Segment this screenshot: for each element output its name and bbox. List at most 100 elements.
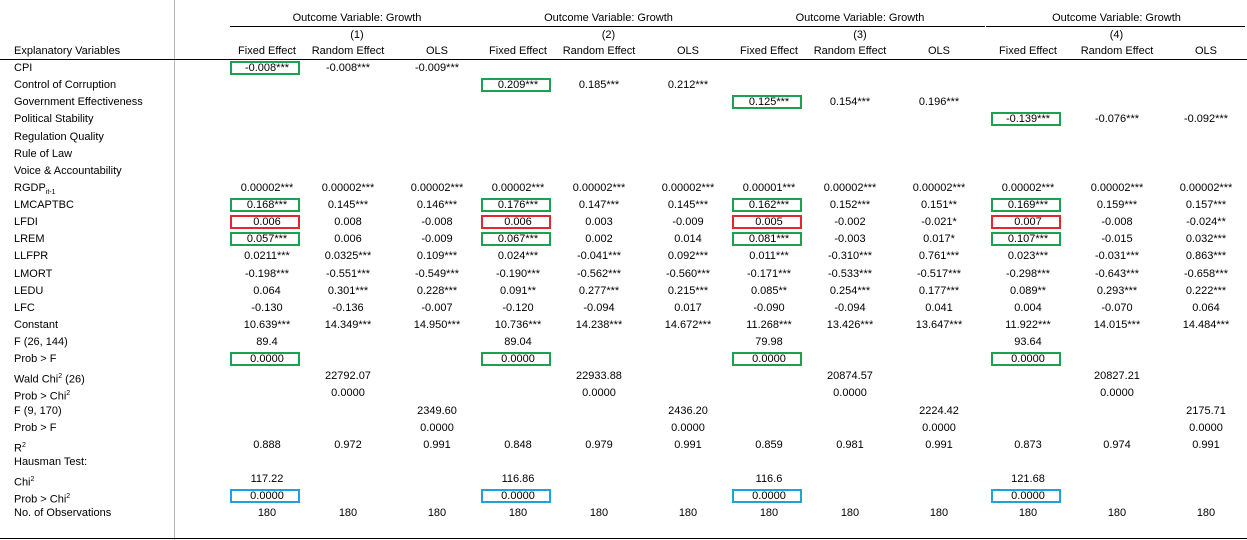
group-number: (3) [853, 29, 867, 41]
table-cell: 0.0000 [671, 422, 705, 434]
table-cell: 0.032*** [1185, 233, 1227, 245]
row-label-text: Control of Corruption [14, 79, 117, 91]
table-cell: 0.064 [1192, 302, 1220, 314]
table-cell: 0.014 [674, 233, 702, 245]
table-cell: 180 [589, 507, 609, 519]
table-cell: 0.972 [334, 439, 362, 451]
table-cell: -0.003 [834, 233, 866, 245]
table-cell: 0.00002*** [572, 182, 626, 194]
group-number: (1) [350, 29, 364, 41]
table-cell: 13.647*** [915, 319, 963, 331]
table-cell: -0.094 [834, 302, 866, 314]
table-cell: -0.130 [251, 302, 283, 314]
highlight-box-green [991, 232, 1061, 246]
row-label: CPI [14, 62, 32, 75]
table-cell: 11.922*** [1005, 319, 1051, 331]
table-cell: -0.021* [921, 216, 957, 228]
row-label-text: CPI [14, 62, 33, 74]
table-cell: 20874.57 [827, 370, 873, 382]
left-margin-rule [174, 0, 175, 540]
table-cell: 0.125*** [748, 96, 790, 108]
table-cell: -0.008*** [325, 62, 371, 74]
table-cell: -0.120 [502, 302, 534, 314]
table-cell: 0.00002*** [1179, 182, 1233, 194]
table-cell: 0.00002*** [321, 182, 375, 194]
table-cell: 2349.60 [417, 405, 457, 417]
table-cell: 0.0000 [1100, 387, 1134, 399]
table-cell: 0.863*** [1185, 250, 1227, 262]
table-cell: -0.139*** [1005, 113, 1051, 125]
column-header: Fixed Effect [740, 45, 798, 57]
table-cell: -0.643*** [1094, 268, 1140, 280]
table-cell: 0.081*** [748, 233, 790, 245]
highlight-box-green [732, 95, 802, 109]
row-label: Political Stability [14, 113, 93, 126]
table-cell: 14.484*** [1182, 319, 1230, 331]
highlight-box-green [732, 352, 802, 366]
table-cell: 0.024*** [497, 250, 539, 262]
table-cell: 22933.88 [576, 370, 622, 382]
row-label: F (9, 170) [14, 405, 62, 418]
table-cell: 2436.20 [668, 405, 708, 417]
table-cell: 0.0000 [1011, 490, 1045, 502]
table-cell: 0.159*** [1096, 199, 1138, 211]
table-cell: 0.301*** [327, 285, 369, 297]
row-label: LMORT [14, 268, 52, 281]
row-label: Prob > Chi2 [14, 387, 70, 404]
table-cell: 180 [427, 507, 447, 519]
table-cell: 14.015*** [1093, 319, 1141, 331]
table-cell: 0.004 [1014, 302, 1042, 314]
table-cell: 79.98 [755, 336, 783, 348]
table-cell: 0.002 [585, 233, 613, 245]
table-cell: 0.147*** [578, 199, 620, 211]
highlight-box-green [732, 198, 802, 212]
table-cell: 116.6 [755, 473, 783, 485]
row-label-text: No. of Observations [14, 507, 112, 519]
table-cell: 0.023*** [1007, 250, 1049, 262]
table-cell: 0.085** [750, 285, 788, 297]
table-cell: 0.0000 [331, 387, 365, 399]
table-cell: -0.008 [1101, 216, 1133, 228]
column-header: Fixed Effect [238, 45, 296, 57]
group-title: Outcome Variable: Growth [795, 12, 925, 24]
group-title: Outcome Variable: Growth [544, 12, 673, 24]
table-cell: 0.974 [1103, 439, 1131, 451]
table-cell: 10.639*** [243, 319, 291, 331]
row-label: LFDI [14, 216, 38, 229]
row-label: R2 [14, 439, 26, 456]
table-cell: 0.162*** [748, 199, 790, 211]
table-cell: -0.002 [834, 216, 866, 228]
table-cell: 0.293*** [1096, 285, 1138, 297]
group-title: Outcome Variable: Growth [1052, 12, 1181, 24]
table-cell: 0.228*** [416, 285, 458, 297]
column-header: Fixed Effect [489, 45, 547, 57]
column-header: Fixed Effect [999, 45, 1057, 57]
table-cell: -0.190*** [495, 268, 541, 280]
table-cell: 180 [759, 507, 779, 519]
row-label: Prob > Chi2 [14, 490, 70, 507]
table-cell: 20827.21 [1094, 370, 1140, 382]
table-cell: 0.761*** [918, 250, 960, 262]
highlight-box-blue [991, 489, 1061, 503]
row-label-text: LMCAPTBC [14, 199, 74, 211]
table-cell: 0.0000 [501, 490, 535, 502]
table-cell: 93.64 [1014, 336, 1042, 348]
table-cell: 0.064 [253, 285, 281, 297]
table-cell: 0.277*** [578, 285, 620, 297]
row-label-text: F (26, 144) [14, 336, 68, 348]
table-cell: 0.991 [925, 439, 953, 451]
table-cell: 0.017* [923, 233, 955, 245]
row-label-text: R [14, 442, 22, 455]
row-label: Prob > F [14, 353, 57, 366]
table-cell: 0.0000 [250, 490, 284, 502]
table-cell: -0.008*** [244, 62, 290, 74]
table-cell: 0.006 [334, 233, 362, 245]
table-cell: 0.888 [253, 439, 281, 451]
row-label-text: LFDI [14, 216, 38, 228]
table-cell: 0.0000 [1189, 422, 1223, 434]
table-cell: -0.031*** [1094, 250, 1140, 262]
table-cell: 89.4 [256, 336, 278, 348]
highlight-box-green [732, 232, 802, 246]
table-cell: 14.950*** [413, 319, 461, 331]
table-cell: 0.067*** [497, 233, 539, 245]
